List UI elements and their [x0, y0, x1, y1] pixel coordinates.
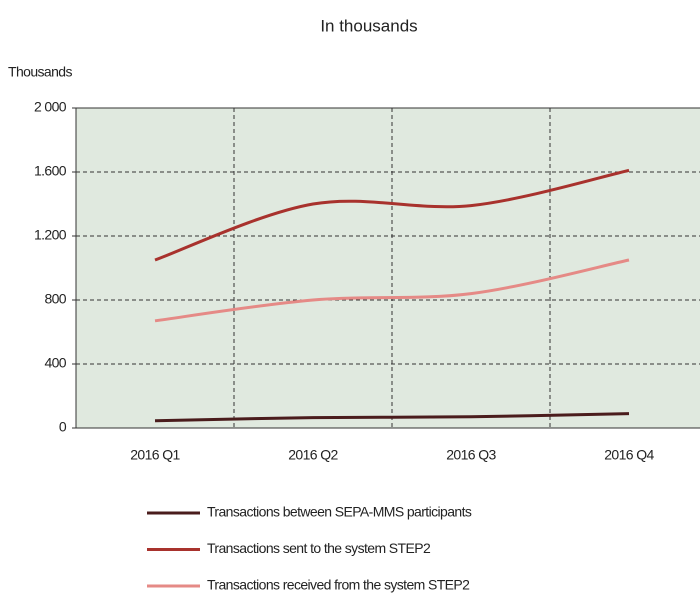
x-tick-label: 2016 Q2	[288, 447, 338, 463]
y-tick-label: 1.600	[34, 163, 67, 179]
y-tick-label: 1.200	[34, 227, 67, 243]
y-tick-label: 0	[59, 419, 67, 435]
x-tick-label: 2016 Q3	[446, 447, 496, 463]
x-tick-label: 2016 Q1	[130, 447, 180, 463]
y-tick-label: 800	[44, 291, 66, 307]
legend-label: Transactions between SEPA-MMS participan…	[207, 504, 472, 520]
legend-label: Transactions received from the system ST…	[207, 577, 470, 593]
series-line	[154, 168, 630, 262]
series-line	[154, 258, 630, 323]
chart-title: In thousands	[320, 16, 417, 35]
y-tick-label: 2 000	[34, 99, 67, 115]
x-tick-label: 2016 Q4	[604, 447, 654, 463]
legend-label: Transactions sent to the system STEP2	[207, 540, 431, 556]
plot-area	[75, 107, 700, 429]
y-tick-label: 400	[44, 355, 66, 371]
y-axis-label: Thousands	[8, 64, 72, 80]
series-line	[154, 412, 630, 423]
